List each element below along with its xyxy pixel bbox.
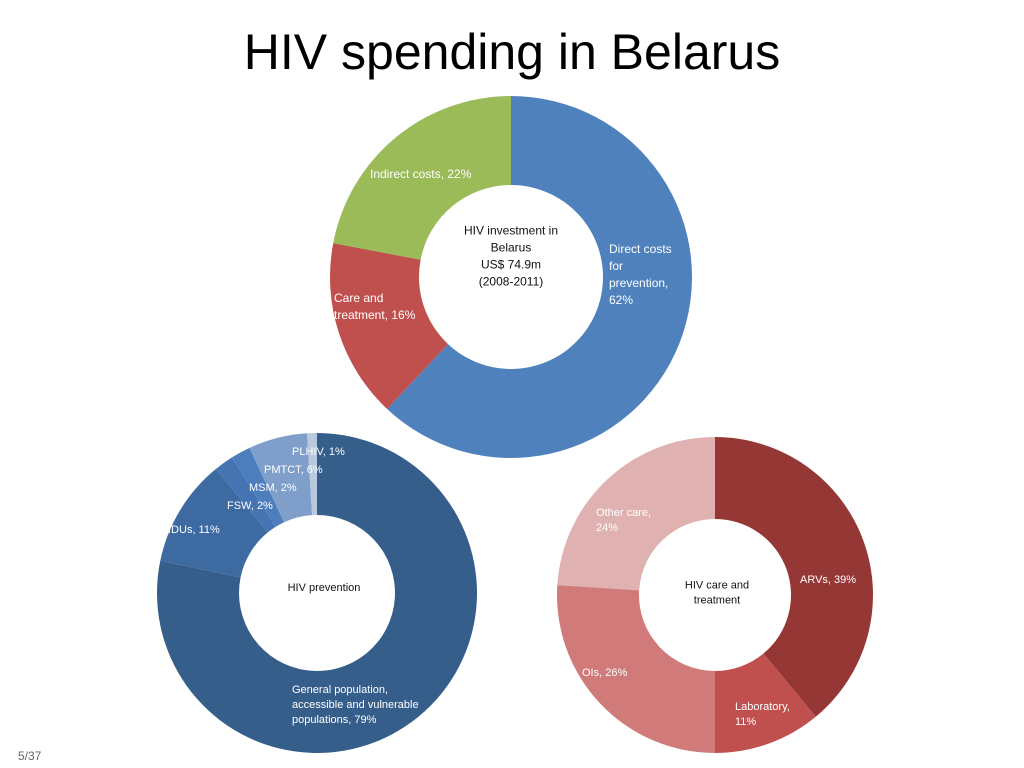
center-label: HIV prevention bbox=[288, 582, 361, 594]
data-label: treatment, 16% bbox=[334, 308, 416, 322]
data-label: populations, 79% bbox=[292, 714, 377, 726]
donut-segment bbox=[557, 585, 715, 753]
data-label: General population, bbox=[292, 684, 388, 696]
donut-segment bbox=[232, 447, 285, 527]
data-label: for bbox=[609, 259, 623, 273]
donut-segment bbox=[715, 437, 874, 717]
data-label: 11% bbox=[735, 716, 756, 728]
center-label: HIV investment in bbox=[464, 224, 558, 238]
donut-segment bbox=[249, 433, 313, 523]
donut-segment bbox=[160, 469, 268, 578]
center-label: HIV care and bbox=[685, 579, 749, 591]
center-label: (2008-2011) bbox=[479, 275, 544, 289]
data-label: OIs, 26% bbox=[582, 667, 627, 679]
donut-segment bbox=[330, 243, 449, 409]
data-label: FSW, 2% bbox=[227, 500, 273, 512]
donut-segment bbox=[387, 96, 693, 458]
data-label: ARVs, 39% bbox=[800, 574, 856, 586]
data-label: 62% bbox=[609, 293, 633, 307]
page-number: 5/37 bbox=[18, 749, 42, 763]
donut-segment bbox=[156, 433, 478, 753]
data-label: prevention, bbox=[609, 276, 668, 290]
donut-segment bbox=[557, 437, 715, 591]
data-label: Other care, bbox=[596, 507, 651, 519]
donut-segment bbox=[307, 433, 317, 516]
data-label: IDUs, 11% bbox=[168, 524, 220, 536]
donut-segment bbox=[215, 457, 276, 533]
donut-segment bbox=[333, 96, 511, 260]
slide-title: HIV spending in Belarus bbox=[244, 24, 780, 80]
data-label: Care and bbox=[334, 291, 383, 305]
center-label: treatment bbox=[694, 594, 740, 606]
data-label: MSM, 2% bbox=[249, 482, 297, 494]
data-label: 24% bbox=[596, 522, 618, 534]
data-label: Indirect costs, 22% bbox=[370, 167, 472, 181]
data-label: Laboratory, bbox=[735, 701, 790, 713]
data-label: PLHIV, 1% bbox=[292, 446, 345, 458]
donut-segment bbox=[715, 653, 816, 753]
data-label: Direct costs bbox=[609, 242, 672, 256]
data-label: accessible and vulnerable bbox=[292, 699, 419, 711]
data-label: PMTCT, 6% bbox=[264, 464, 323, 476]
center-label: Belarus bbox=[491, 241, 532, 255]
center-label: US$ 74.9m bbox=[481, 258, 541, 272]
